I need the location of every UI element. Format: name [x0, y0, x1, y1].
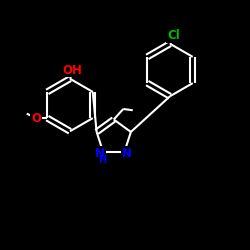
Text: N: N	[122, 147, 132, 160]
Text: OH: OH	[62, 64, 82, 76]
Text: Cl: Cl	[168, 29, 180, 42]
Text: O: O	[31, 112, 41, 124]
Text: N: N	[95, 147, 105, 160]
Text: H: H	[98, 155, 106, 165]
